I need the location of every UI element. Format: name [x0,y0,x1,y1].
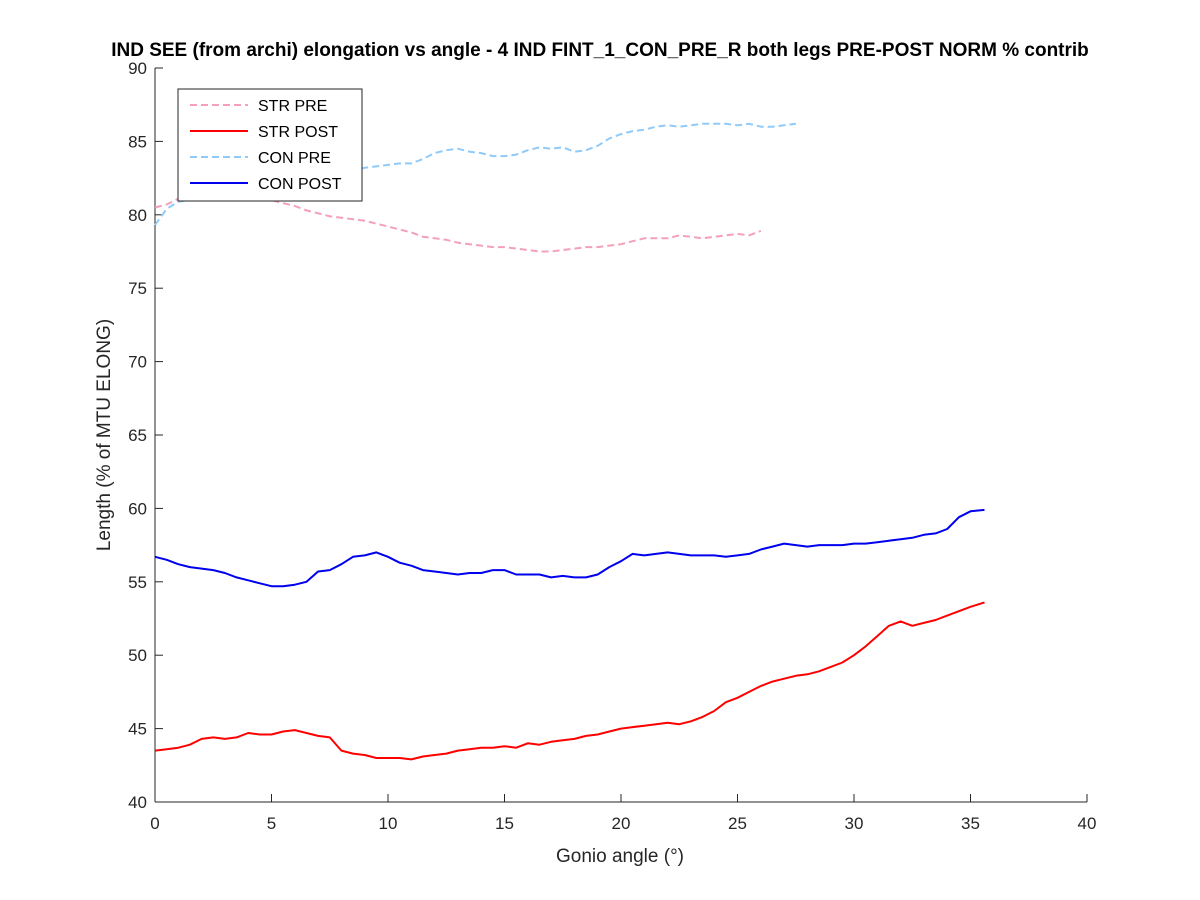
y-tick-label: 45 [128,720,147,739]
y-tick-label: 65 [128,426,147,445]
x-tick-label: 0 [150,814,159,833]
y-axis-label: Length (% of MTU ELONG) [94,319,115,551]
y-tick-label: 50 [128,646,147,665]
x-tick-label: 35 [961,814,980,833]
legend-label: STR POST [258,124,338,141]
x-axis-label: Gonio angle (°) [556,846,684,867]
y-tick-label: 55 [128,573,147,592]
x-tick-label: 30 [845,814,864,833]
y-tick-label: 75 [128,279,147,298]
x-tick-label: 5 [267,814,276,833]
chart-title: IND SEE (from archi) elongation vs angle… [111,40,1089,61]
x-tick-label: 15 [495,814,514,833]
legend-label: STR PRE [258,98,327,115]
legend: STR PRE STR POST CON PRE CON POST [177,88,363,202]
legend-label: CON POST [258,176,342,193]
legend-label: CON PRE [258,150,331,167]
axes: 0 5 10 15 20 25 30 35 40 40 45 50 55 60 65 70 75 80 85 90 [128,59,1096,833]
x-tick-label: 10 [379,814,398,833]
y-tick-label: 85 [128,132,147,151]
series-line-con-post [154,508,985,588]
y-tick-label: 70 [128,353,147,372]
y-tick-label: 90 [128,59,147,78]
x-tick-label: 40 [1078,814,1097,833]
x-tick-label: 25 [728,814,747,833]
series-line-str-post [154,601,985,761]
y-tick-label: 80 [128,206,147,225]
y-tick-label: 40 [128,793,147,812]
y-tick-label: 60 [128,499,147,518]
x-tick-label: 20 [612,814,631,833]
